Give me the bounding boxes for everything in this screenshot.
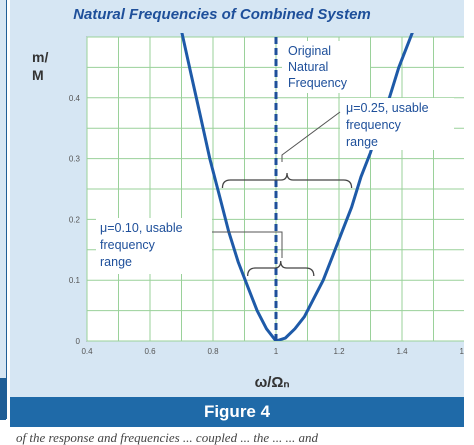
figure-panel: Natural Frequencies of Combined System m… xyxy=(10,0,471,427)
reference-line-label: Original xyxy=(288,44,331,58)
x-tick-label: 0.6 xyxy=(144,347,156,356)
y-tick-label: 0.4 xyxy=(69,94,81,103)
chart-title: Natural Frequencies of Combined System xyxy=(73,6,371,23)
x-tick-label: 1.4 xyxy=(396,347,408,356)
frequency-chart: Natural Frequencies of Combined System m… xyxy=(32,6,471,391)
range-label-025: μ=0.25, usable xyxy=(346,101,429,115)
leader-line-010 xyxy=(212,231,283,258)
y-axis-label-line: m/ xyxy=(32,49,48,65)
x-tick-label: 1.2 xyxy=(333,347,345,356)
y-tick-label: 0.3 xyxy=(69,155,81,164)
range-label-background xyxy=(340,98,454,150)
range-label-025: range xyxy=(346,135,378,149)
y-tick-label: 0.1 xyxy=(69,276,81,285)
page-text-snippet: of the response and frequencies ... coup… xyxy=(16,431,318,445)
leader-line-025 xyxy=(281,111,341,162)
left-panel-edge-footer xyxy=(0,378,6,420)
x-tick-label: 1 xyxy=(274,347,279,356)
x-axis-label: ω/Ωₙ xyxy=(255,374,290,391)
x-tick-label: 1.6 xyxy=(459,347,464,356)
annotations: Original Natural Frequency μ=0.25, usable fr… xyxy=(96,41,454,277)
y-axis-label: m/M xyxy=(32,49,48,83)
y-axis-label-line: M xyxy=(32,67,44,83)
figure-caption: Figure 4 xyxy=(10,397,464,427)
range-label-010: range xyxy=(100,255,132,269)
x-tick-label: 0.8 xyxy=(207,347,219,356)
range-label-010: frequency xyxy=(100,238,156,252)
range-label-025: frequency xyxy=(346,118,402,132)
range-label-background xyxy=(96,218,212,274)
y-tick-label: 0.2 xyxy=(69,215,81,224)
reference-line-label: Frequency xyxy=(288,76,348,90)
y-tick-label: 0 xyxy=(76,337,81,346)
range-label-010: μ=0.10, usable xyxy=(100,221,183,235)
reference-label-background xyxy=(282,41,370,93)
range-brace-025 xyxy=(221,172,353,189)
range-brace-010 xyxy=(247,260,315,277)
x-tick-label: 0.4 xyxy=(81,347,93,356)
reference-line-label: Natural xyxy=(288,60,328,74)
left-panel-edge xyxy=(0,0,7,419)
